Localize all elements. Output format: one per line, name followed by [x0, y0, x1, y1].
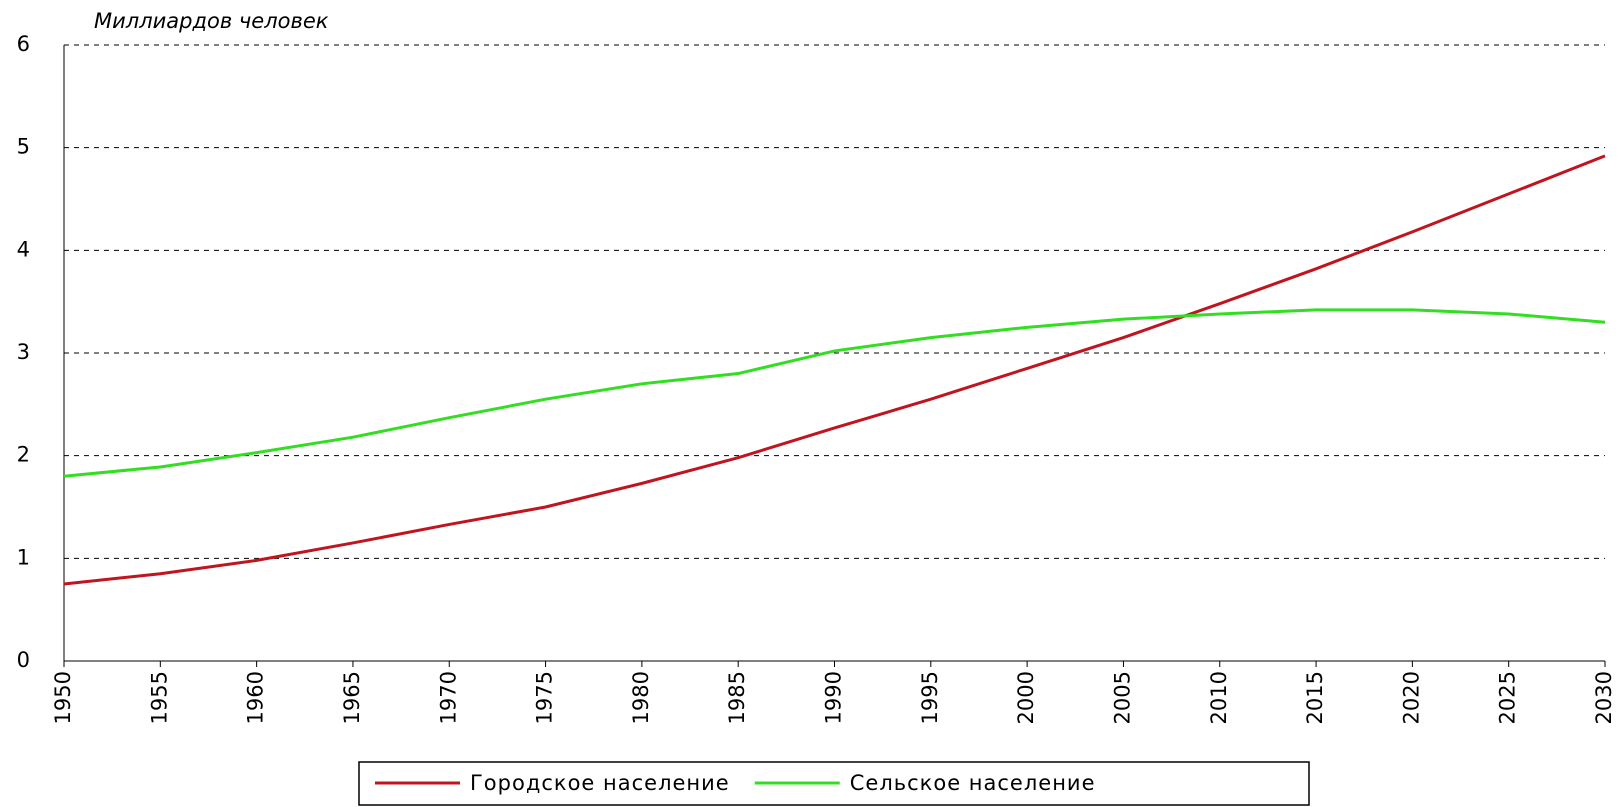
y-tick-label: 3: [17, 340, 30, 364]
x-tick-label: 2000: [1014, 671, 1038, 724]
x-tick-label: 2020: [1399, 671, 1423, 724]
y-tick-label: 6: [17, 32, 30, 56]
series-line: [63, 154, 1606, 586]
x-tick-label: 1975: [533, 671, 557, 724]
x-tick-label: 1955: [147, 671, 171, 724]
series-line: [63, 308, 1606, 478]
y-tick-label: 1: [17, 545, 30, 569]
x-tick-label: 2030: [1592, 671, 1616, 724]
y-tick-label: 4: [17, 237, 30, 261]
y-tick-label: 5: [17, 135, 30, 159]
x-tick-label: 1990: [822, 671, 846, 724]
x-tick-label: 1965: [340, 671, 364, 724]
x-tick-label: 1980: [629, 671, 653, 724]
y-axis-label: Миллиардов человек: [94, 9, 329, 33]
legend-label: Сельское население: [850, 771, 1096, 795]
x-tick-label: 1960: [244, 671, 268, 724]
y-tick-label: 0: [17, 648, 30, 672]
y-tick-label: 2: [17, 443, 30, 467]
x-tick-label: 1970: [436, 671, 460, 724]
x-tick-label: 2015: [1303, 671, 1327, 724]
x-tick-label: 2025: [1496, 671, 1520, 724]
x-tick-label: 2010: [1207, 671, 1231, 724]
x-tick-label: 1950: [51, 671, 75, 724]
x-tick-label: 2005: [1110, 671, 1134, 724]
x-tick-label: 1995: [918, 671, 942, 724]
x-tick-label: 1985: [725, 671, 749, 724]
legend-label: Городское население: [470, 771, 730, 795]
